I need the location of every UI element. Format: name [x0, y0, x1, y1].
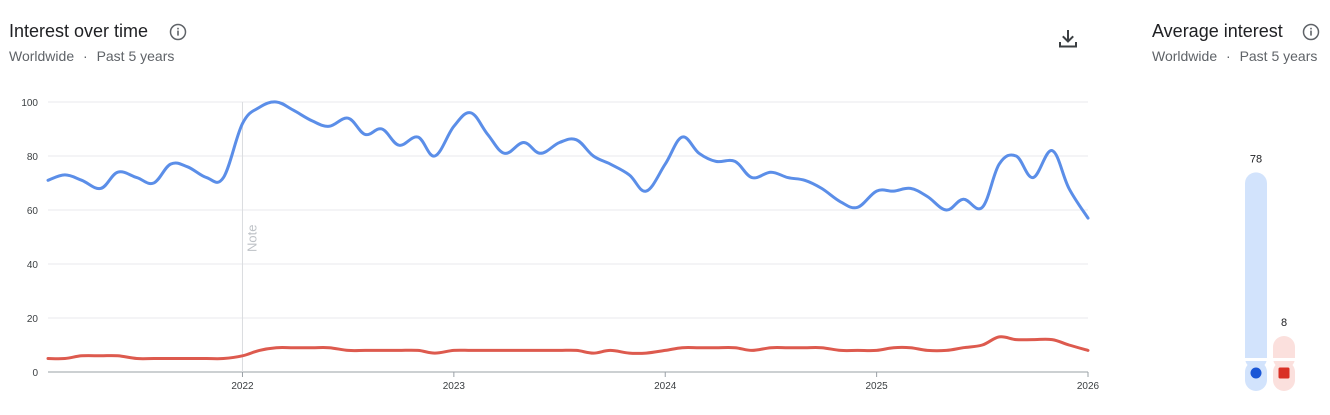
location-label: Worldwide: [1152, 48, 1218, 64]
y-tick-label: 20: [27, 314, 39, 325]
average-subtitle: Worldwide · Past 5 years: [1152, 48, 1317, 64]
separator: ·: [1226, 48, 1231, 64]
average-bar-1: [1245, 172, 1267, 369]
info-icon[interactable]: [169, 23, 187, 41]
download-icon[interactable]: [1057, 28, 1079, 50]
y-tick-label: 40: [27, 260, 39, 271]
y-tick-label: 0: [32, 368, 38, 379]
period-label: Past 5 years: [1239, 48, 1318, 64]
note-label: Note: [244, 225, 259, 252]
interest-title: Interest over time: [9, 21, 149, 41]
x-tick-label: 2022: [231, 381, 254, 392]
average-value-label: 8: [1281, 317, 1287, 329]
x-tick-label: 2025: [865, 381, 888, 392]
x-tick-label: 2023: [443, 381, 466, 392]
info-icon[interactable]: [1302, 23, 1320, 41]
interest-line-chart[interactable]: 0 20 40 60 80 100 2022 2023 2024 2025 2026 Note: [0, 0, 1100, 415]
period-label: Past 5 years: [96, 48, 175, 64]
series-marker-circle: [1250, 367, 1262, 379]
y-tick-label: 100: [21, 98, 38, 109]
bar-divider: [1273, 358, 1295, 361]
y-tick-label: 60: [27, 206, 39, 217]
series-line-2: [46, 335, 1090, 361]
series-line-1: [46, 100, 1090, 220]
x-tick-label: 2024: [654, 381, 677, 392]
average-title: Average interest: [1152, 21, 1283, 41]
separator: ·: [83, 48, 88, 64]
x-tick-label: 2026: [1077, 381, 1100, 392]
bar-divider: [1245, 358, 1267, 361]
interest-subtitle: Worldwide · Past 5 years: [9, 48, 174, 64]
location-label: Worldwide: [9, 48, 75, 64]
series-marker-square: [1278, 367, 1290, 379]
y-tick-label: 80: [27, 152, 39, 163]
average-value-label: 78: [1250, 153, 1262, 165]
